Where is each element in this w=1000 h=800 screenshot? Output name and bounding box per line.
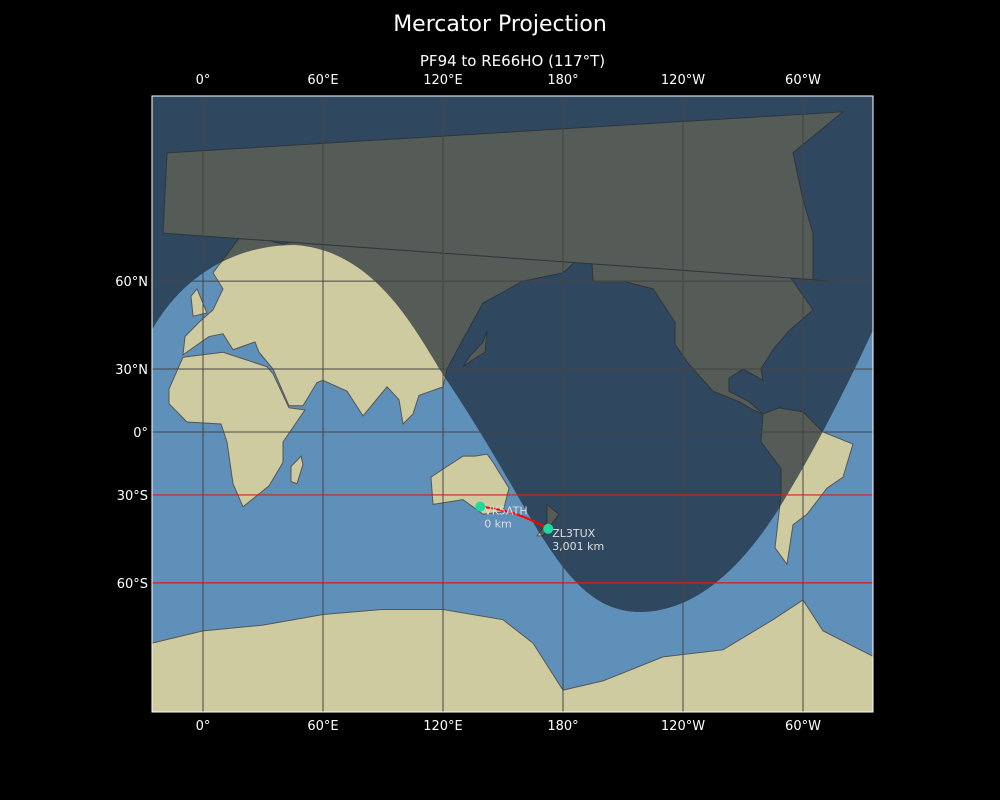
lat-tick-label: 60°N xyxy=(115,275,148,290)
lon-tick-label: 120°E xyxy=(423,73,463,88)
lon-tick-label: 180° xyxy=(547,73,578,88)
station-callsign: ZL3TUX xyxy=(552,527,595,540)
lat-tick-label: 30°S xyxy=(117,489,148,504)
lon-tick-label: 60°W xyxy=(785,719,821,734)
lat-tick-label: 60°S xyxy=(117,577,148,592)
lat-tick-label: 30°N xyxy=(115,363,148,378)
lon-tick-label: 0° xyxy=(196,73,211,88)
station-distance: 3,001 km xyxy=(552,540,604,553)
lon-tick-label: 60°W xyxy=(785,73,821,88)
lon-tick-label: 0° xyxy=(196,719,211,734)
lon-tick-label: 60°E xyxy=(307,719,338,734)
lon-tick-label: 60°E xyxy=(307,73,338,88)
map-frame xyxy=(151,95,874,713)
axis-ticks: 0° 0° 60°E 60°E 120°E 120°E 180° 180° 120°W 120°W… xyxy=(115,73,821,734)
station-marker xyxy=(475,501,486,512)
lon-tick-label: 120°E xyxy=(423,719,463,734)
lon-tick-label: 180° xyxy=(547,719,578,734)
graticule xyxy=(152,96,873,712)
station-marker xyxy=(543,523,554,534)
night-shade xyxy=(152,96,873,612)
land-australia xyxy=(430,453,510,515)
land-antarctica xyxy=(152,599,873,712)
highlighted-latitudes xyxy=(152,494,873,584)
land-madagascar xyxy=(290,455,304,485)
station-callsign: VK5ATH xyxy=(484,505,527,518)
lon-tick-label: 120°W xyxy=(661,719,705,734)
figure-title: Mercator Projection xyxy=(393,12,607,37)
map-subtitle: PF94 to RE66HO (117°T) xyxy=(419,52,606,70)
station-distance: 0 km xyxy=(484,518,512,531)
lon-tick-label: 120°W xyxy=(661,73,705,88)
lat-tick-label: 0° xyxy=(133,426,148,441)
great-circle-path xyxy=(480,505,549,530)
